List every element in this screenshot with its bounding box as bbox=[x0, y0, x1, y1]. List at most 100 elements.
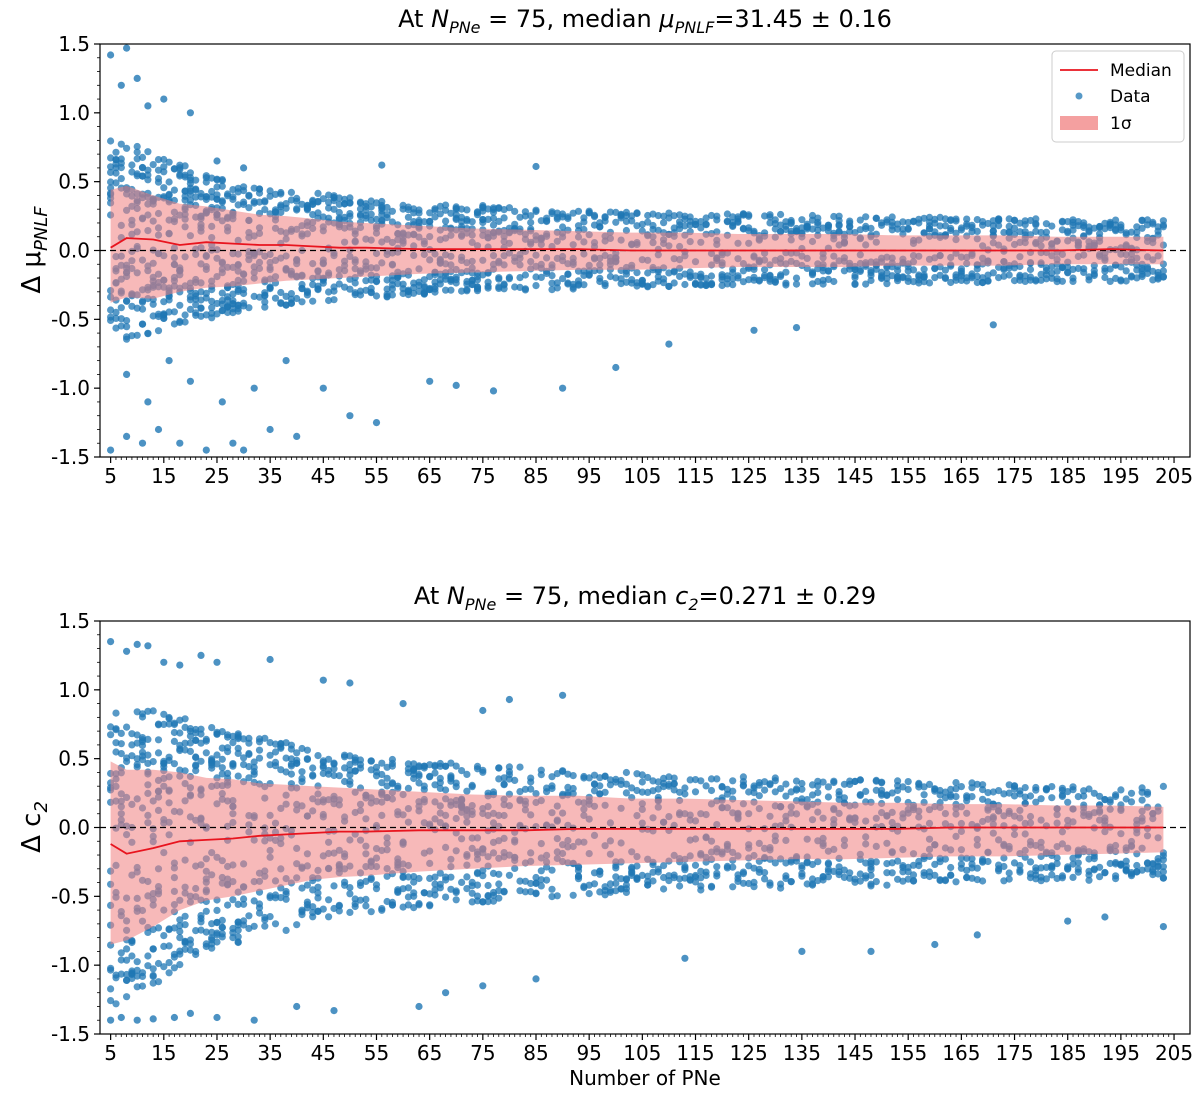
data-point bbox=[277, 208, 285, 217]
outlier-point bbox=[681, 954, 689, 962]
data-point bbox=[670, 874, 678, 882]
outlier-point bbox=[123, 432, 131, 440]
data-point bbox=[261, 734, 269, 742]
data-point bbox=[543, 788, 551, 796]
outlier-point bbox=[282, 357, 290, 365]
data-point bbox=[989, 269, 997, 277]
data-point bbox=[947, 863, 955, 872]
outlier-point bbox=[144, 398, 152, 406]
data-point bbox=[107, 137, 115, 145]
data-point bbox=[436, 869, 444, 877]
data-point bbox=[729, 281, 737, 289]
data-point bbox=[484, 892, 492, 900]
data-point bbox=[234, 772, 242, 780]
data-point bbox=[1058, 791, 1066, 799]
data-point bbox=[356, 881, 365, 890]
data-point bbox=[202, 907, 210, 915]
data-point bbox=[298, 298, 306, 306]
data-point bbox=[761, 266, 769, 274]
data-point bbox=[463, 787, 471, 795]
data-point bbox=[192, 927, 200, 935]
data-point bbox=[197, 912, 205, 920]
x-tick-label: 15 bbox=[151, 464, 176, 488]
data-point bbox=[792, 228, 801, 236]
data-point bbox=[431, 206, 439, 214]
data-point bbox=[622, 789, 631, 797]
data-point bbox=[920, 791, 928, 799]
data-point bbox=[755, 781, 763, 789]
data-point bbox=[1117, 786, 1125, 794]
data-point bbox=[638, 788, 646, 796]
data-point bbox=[138, 982, 147, 990]
data-point bbox=[314, 197, 322, 205]
data-point bbox=[202, 174, 210, 182]
data-point bbox=[351, 767, 359, 775]
data-point bbox=[798, 864, 806, 872]
data-point bbox=[404, 901, 412, 909]
data-point bbox=[165, 715, 173, 723]
data-point bbox=[1037, 864, 1045, 872]
data-point bbox=[160, 720, 168, 729]
top-median-line bbox=[110, 237, 1164, 252]
data-point bbox=[617, 875, 625, 883]
data-point bbox=[521, 212, 530, 220]
data-point bbox=[835, 228, 843, 236]
data-point bbox=[601, 772, 609, 781]
data-point bbox=[202, 193, 210, 201]
data-point bbox=[500, 781, 508, 789]
data-point bbox=[559, 767, 567, 775]
data-point bbox=[218, 177, 226, 185]
data-point bbox=[665, 780, 673, 789]
data-point bbox=[442, 286, 450, 294]
x-tick-label: 155 bbox=[889, 1041, 927, 1065]
data-point bbox=[160, 314, 168, 322]
data-point bbox=[107, 313, 115, 321]
data-point bbox=[718, 782, 726, 791]
data-point bbox=[1016, 861, 1024, 870]
data-point bbox=[298, 200, 306, 208]
data-point bbox=[165, 753, 173, 761]
data-point bbox=[165, 720, 173, 728]
data-point bbox=[808, 880, 817, 888]
data-point bbox=[633, 862, 641, 870]
y-tick-label: 1.5 bbox=[58, 609, 90, 633]
data-point bbox=[1074, 264, 1082, 273]
data-point bbox=[341, 213, 349, 221]
data-point bbox=[761, 212, 769, 220]
data-point bbox=[224, 190, 232, 198]
data-point bbox=[410, 878, 418, 886]
data-point bbox=[1042, 264, 1050, 272]
x-tick-label: 185 bbox=[1049, 1041, 1087, 1065]
data-point bbox=[1058, 277, 1066, 285]
data-point bbox=[622, 226, 631, 235]
data-point bbox=[824, 275, 833, 283]
data-point bbox=[250, 770, 258, 778]
data-point bbox=[590, 213, 599, 221]
data-point bbox=[697, 270, 705, 278]
data-point bbox=[840, 794, 849, 802]
data-point bbox=[341, 200, 349, 208]
data-point bbox=[660, 885, 668, 893]
data-point bbox=[931, 860, 939, 869]
data-point bbox=[569, 280, 577, 288]
data-point bbox=[298, 908, 306, 916]
data-point bbox=[1154, 227, 1162, 235]
data-point bbox=[856, 791, 864, 800]
data-point bbox=[107, 723, 115, 731]
data-point bbox=[1159, 868, 1167, 876]
x-tick-label: 5 bbox=[104, 1041, 117, 1065]
data-point bbox=[154, 156, 163, 164]
x-tick-label: 195 bbox=[1102, 1041, 1140, 1065]
data-point bbox=[1005, 875, 1013, 883]
data-point bbox=[617, 885, 625, 893]
data-point bbox=[271, 740, 280, 748]
data-point bbox=[287, 770, 295, 778]
data-point bbox=[580, 218, 588, 226]
data-point bbox=[356, 210, 365, 219]
data-point bbox=[351, 900, 359, 908]
data-point bbox=[792, 857, 801, 865]
data-point bbox=[107, 985, 115, 993]
data-point bbox=[564, 213, 572, 221]
data-point bbox=[266, 192, 274, 200]
data-point bbox=[1058, 872, 1066, 880]
